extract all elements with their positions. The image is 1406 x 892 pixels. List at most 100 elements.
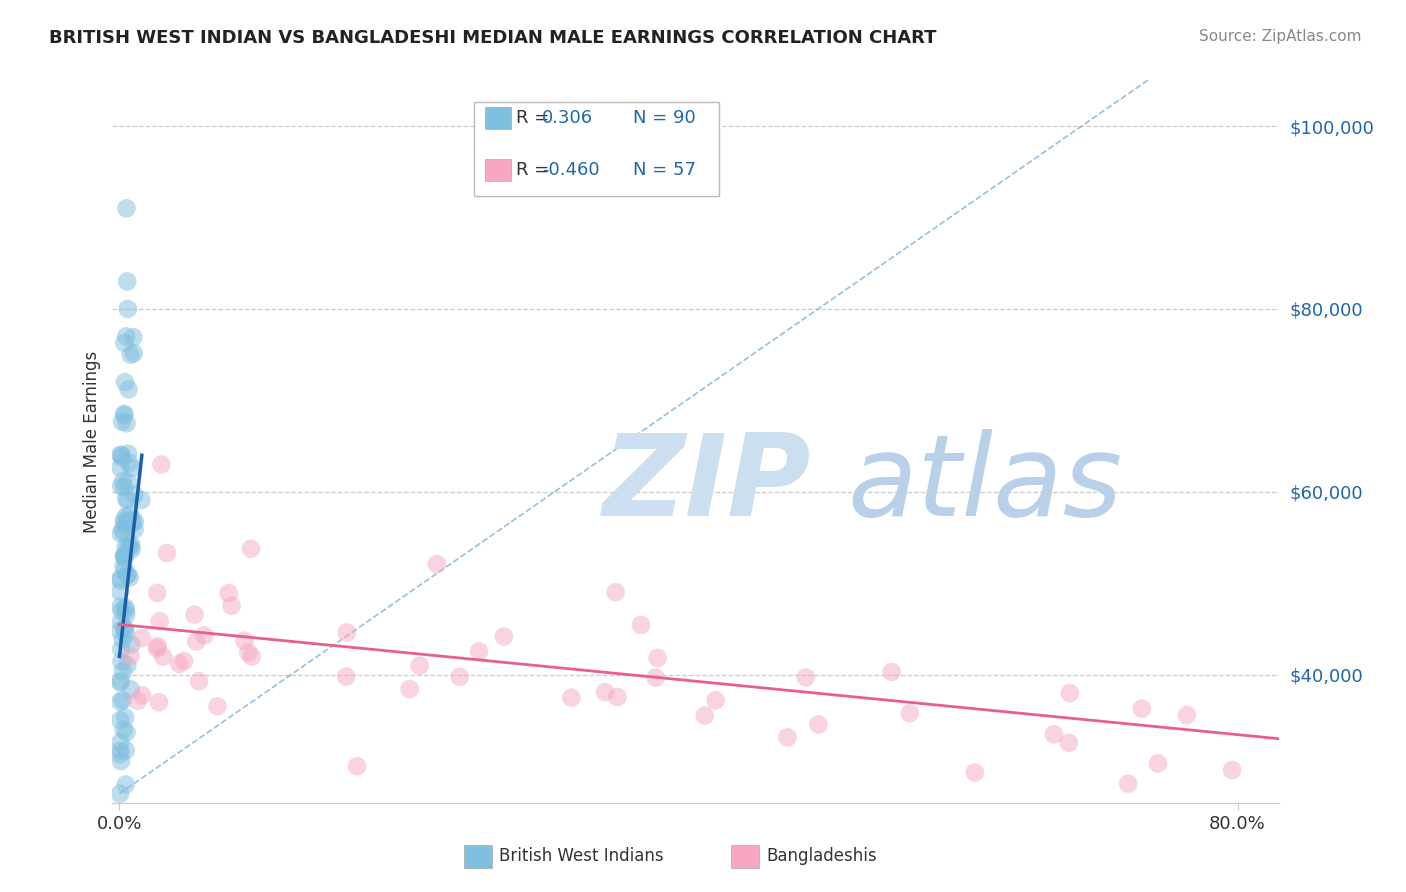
Point bbox=[117, 493, 139, 508]
Point bbox=[114, 743, 136, 757]
Point bbox=[122, 346, 145, 360]
Point bbox=[794, 670, 817, 684]
Point bbox=[398, 682, 420, 697]
Text: Bangladeshis: Bangladeshis bbox=[766, 847, 877, 865]
Point bbox=[188, 674, 211, 689]
Point bbox=[131, 631, 153, 645]
Point bbox=[593, 685, 616, 699]
Point bbox=[111, 523, 134, 537]
Text: N = 57: N = 57 bbox=[633, 161, 696, 178]
Point bbox=[108, 747, 131, 761]
Point bbox=[1175, 708, 1198, 723]
Text: Source: ZipAtlas.com: Source: ZipAtlas.com bbox=[1198, 29, 1361, 44]
Point bbox=[644, 671, 666, 685]
Point bbox=[115, 275, 138, 289]
Point bbox=[131, 688, 153, 702]
Point bbox=[114, 622, 136, 636]
Point bbox=[108, 624, 131, 638]
Point bbox=[120, 537, 142, 551]
Point bbox=[114, 480, 136, 494]
Point bbox=[880, 665, 903, 679]
Point bbox=[704, 693, 727, 707]
Point bbox=[146, 639, 169, 653]
Point bbox=[115, 725, 138, 739]
Point bbox=[108, 460, 131, 475]
Point bbox=[239, 541, 262, 556]
Point bbox=[108, 572, 131, 586]
Point bbox=[114, 777, 136, 791]
Point bbox=[110, 655, 132, 669]
Point bbox=[111, 450, 134, 465]
Point bbox=[117, 657, 139, 672]
Point bbox=[108, 574, 131, 588]
Point bbox=[122, 330, 145, 344]
Point bbox=[186, 634, 208, 648]
Point bbox=[114, 516, 136, 531]
Point bbox=[112, 723, 135, 737]
Point bbox=[118, 507, 141, 521]
Point bbox=[111, 448, 134, 462]
Point bbox=[108, 695, 131, 709]
Point bbox=[120, 638, 142, 652]
Point bbox=[121, 542, 143, 557]
Point bbox=[630, 618, 652, 632]
Point bbox=[111, 632, 134, 647]
Point bbox=[240, 649, 263, 664]
Text: R =: R = bbox=[516, 161, 555, 178]
Point bbox=[336, 625, 359, 640]
Point bbox=[112, 335, 135, 350]
Point bbox=[115, 417, 138, 431]
Point bbox=[115, 626, 138, 640]
Point bbox=[114, 600, 136, 615]
Point bbox=[146, 586, 169, 600]
Point bbox=[112, 549, 135, 564]
Point bbox=[114, 550, 136, 565]
Point bbox=[449, 670, 471, 684]
Point bbox=[117, 383, 139, 397]
Text: ZIP: ZIP bbox=[603, 429, 811, 541]
Point bbox=[110, 754, 132, 768]
Point bbox=[492, 630, 515, 644]
Point bbox=[112, 475, 135, 489]
Point bbox=[193, 628, 215, 642]
Point bbox=[110, 599, 132, 614]
Point bbox=[115, 509, 138, 524]
Y-axis label: Median Male Earnings: Median Male Earnings bbox=[83, 351, 101, 533]
Point bbox=[148, 695, 170, 709]
Point bbox=[1043, 727, 1066, 741]
Point bbox=[149, 614, 172, 628]
Point bbox=[112, 407, 135, 421]
Point bbox=[1220, 763, 1243, 777]
Point bbox=[112, 409, 135, 423]
Point bbox=[108, 675, 131, 690]
Point bbox=[150, 458, 173, 472]
Point bbox=[238, 645, 260, 659]
Point bbox=[117, 539, 139, 553]
Point bbox=[120, 682, 142, 697]
Point bbox=[114, 540, 136, 554]
Point bbox=[173, 654, 195, 668]
Point bbox=[108, 787, 131, 801]
Point bbox=[207, 699, 229, 714]
Point bbox=[115, 491, 138, 506]
Point bbox=[127, 694, 149, 708]
Point bbox=[183, 607, 205, 622]
Point bbox=[117, 447, 139, 461]
Point bbox=[776, 731, 799, 745]
Point bbox=[117, 475, 139, 490]
Point bbox=[120, 649, 142, 664]
Point bbox=[221, 599, 243, 613]
Point bbox=[108, 713, 131, 727]
Point bbox=[112, 548, 135, 562]
Point bbox=[110, 673, 132, 688]
Point bbox=[114, 621, 136, 635]
Point bbox=[108, 584, 131, 599]
Point bbox=[118, 570, 141, 584]
Point bbox=[468, 644, 491, 658]
Point bbox=[963, 765, 986, 780]
Point bbox=[118, 457, 141, 471]
Text: British West Indians: British West Indians bbox=[499, 847, 664, 865]
Point bbox=[110, 615, 132, 629]
Point bbox=[115, 329, 138, 343]
Point bbox=[426, 557, 449, 571]
